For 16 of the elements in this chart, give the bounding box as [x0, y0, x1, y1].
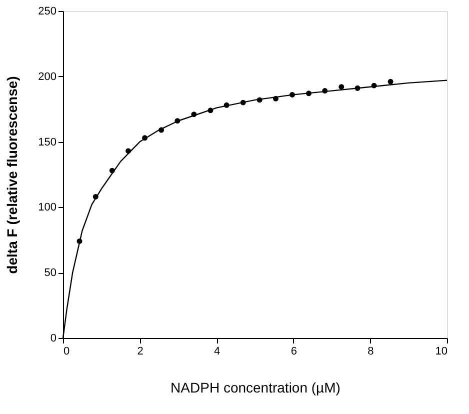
y-tick-label: 100	[38, 202, 56, 214]
x-tick-label: 6	[290, 346, 297, 358]
y-tick-label: 250	[38, 6, 56, 18]
x-tick-label: 10	[435, 346, 448, 358]
y-tick-label: 50	[44, 267, 56, 280]
y-tick-label: 200	[38, 70, 56, 83]
y-tick-label: 150	[38, 136, 56, 148]
x-axis-title: NADPH concentration (µM)	[170, 380, 340, 396]
point	[338, 84, 344, 90]
x-tick-label: 4	[214, 346, 220, 358]
x-tick-label: 2	[137, 346, 144, 358]
y-tick-label: 0	[50, 332, 56, 344]
x-tick-label: 0	[64, 346, 70, 358]
y-axis-title: delta F (relative fluorescense)	[4, 76, 20, 274]
x-tick-label: 8	[368, 346, 374, 358]
point	[388, 78, 394, 84]
